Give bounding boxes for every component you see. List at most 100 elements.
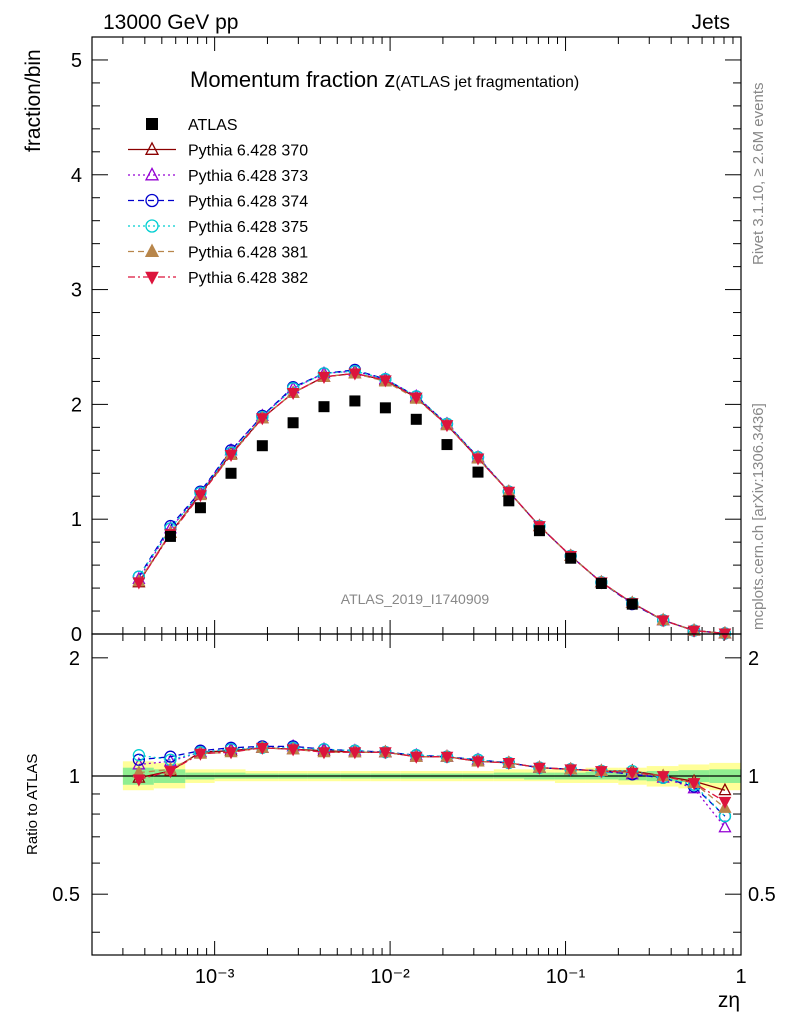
y-axis-label: fraction/bin <box>22 49 45 152</box>
ratio-plot-series <box>132 738 732 833</box>
main-plot-panel: 0 1 2 3 4 5 Momentum fraction z(ATLAS jet fra… <box>22 36 742 648</box>
data-point <box>132 577 146 590</box>
data-point <box>625 767 639 780</box>
data-point <box>132 774 146 787</box>
data-point <box>348 747 362 760</box>
data-point <box>409 751 423 764</box>
source-info-label: mcplots.cern.ch [arXiv:1306.3436] <box>750 403 767 630</box>
legend-entry: Pythia 6.428 381 <box>128 243 308 262</box>
legend-label: Pythia 6.428 375 <box>188 219 308 236</box>
x-axis-tick-labels: 10⁻³ 10⁻² 10⁻¹ 1 <box>195 966 747 988</box>
data-point <box>440 420 454 433</box>
data-point <box>409 392 423 405</box>
data-point <box>471 756 485 769</box>
data-point <box>194 502 206 514</box>
y-tick-label: 2 <box>71 394 82 416</box>
data-point <box>225 467 237 479</box>
ratio-y-tick-label: 0.5 <box>52 884 80 906</box>
main-plot-series <box>132 363 732 641</box>
energy-label: 13000 GeV pp <box>103 11 238 34</box>
data-point <box>194 490 207 503</box>
legend-marker <box>145 271 159 285</box>
data-point <box>687 778 701 791</box>
legend-label: Pythia 6.428 373 <box>188 168 308 185</box>
data-point <box>533 762 546 775</box>
series-line <box>138 745 726 828</box>
data-point <box>379 747 392 760</box>
plot-title-main: Momentum fraction z <box>190 67 395 92</box>
legend-marker <box>145 219 159 233</box>
data-point <box>256 440 268 452</box>
data-point <box>224 747 238 760</box>
rivet-info-label: Rivet 3.1.10, ≥ 2.6M events <box>750 83 767 266</box>
category-label: Jets <box>691 11 730 34</box>
data-point <box>502 486 516 499</box>
data-point <box>286 388 300 401</box>
x-tick-label: 10⁻¹ <box>546 966 586 988</box>
analysis-id-label: ATLAS_2019_I1740909 <box>341 591 490 607</box>
x-tick-label: 1 <box>735 966 746 988</box>
legend-entry: Pythia 6.428 370 <box>128 141 308 160</box>
data-point <box>472 466 484 478</box>
series-atlas <box>164 395 638 610</box>
legend: ATLAS Pythia 6.428 370 Pythia 6.428 373 Pyt… <box>128 117 308 287</box>
legend-marker <box>145 193 159 208</box>
series-pythia-6-428-382 <box>132 742 732 809</box>
data-point <box>194 748 207 761</box>
data-point <box>503 495 515 507</box>
legend-marker <box>146 118 158 130</box>
data-point <box>656 615 670 628</box>
legend-entry: Pythia 6.428 375 <box>128 219 308 236</box>
data-point <box>224 450 238 463</box>
data-point <box>379 375 392 388</box>
legend-marker <box>144 141 160 155</box>
data-point <box>595 577 607 589</box>
data-point <box>595 766 608 779</box>
data-point <box>718 819 732 833</box>
legend-label: Pythia 6.428 381 <box>188 245 308 262</box>
data-point <box>471 453 485 466</box>
data-point <box>718 782 732 796</box>
x-tick-label: 10⁻³ <box>195 966 235 988</box>
legend-marker <box>144 167 160 181</box>
data-point <box>348 368 362 381</box>
data-point <box>410 413 422 425</box>
x-axis-label: zη <box>718 989 740 1012</box>
ratio-plot-frame <box>91 633 742 956</box>
series-line <box>138 747 726 803</box>
y-tick-label: 3 <box>71 280 82 302</box>
data-point <box>132 749 146 762</box>
legend-entry: Pythia 6.428 374 <box>128 194 308 211</box>
data-point <box>441 439 453 451</box>
ratio-plot-panel: 0.5 0.51 12 2 Ratio to ATLAS 10⁻³ 10⁻² 10⁻¹ 1 … <box>24 633 776 1012</box>
data-point <box>687 625 701 638</box>
data-point <box>626 598 638 610</box>
data-point <box>502 757 516 771</box>
ratio-y-tick-label-right: 1 <box>748 766 759 788</box>
data-point <box>656 771 670 784</box>
legend-label: ATLAS <box>188 117 238 134</box>
legend-label: Pythia 6.428 374 <box>188 194 308 211</box>
data-point <box>379 402 391 414</box>
legend-entry: ATLAS <box>146 117 238 134</box>
data-point <box>564 764 578 777</box>
series-pythia-6-428-373 <box>132 738 732 833</box>
data-point <box>317 747 331 760</box>
ratio-y-axis-label: Ratio to ATLAS <box>24 754 41 855</box>
data-point <box>349 395 361 407</box>
plot-title-sub: (ATLAS jet fragmentation) <box>395 74 579 91</box>
plot-title: Momentum fraction z(ATLAS jet fragmentat… <box>190 67 579 92</box>
data-point <box>256 742 269 755</box>
data-point <box>565 552 577 564</box>
ratio-y-tick-label: 2 <box>69 648 80 670</box>
data-point <box>256 413 269 426</box>
data-point <box>287 417 299 429</box>
y-tick-label: 1 <box>71 509 82 531</box>
x-tick-label: 10⁻² <box>370 966 410 988</box>
y-tick-label: 5 <box>71 50 82 72</box>
y-tick-label: 4 <box>71 165 82 187</box>
data-point <box>718 796 732 809</box>
ratio-y-tick-label: 1 <box>69 766 80 788</box>
data-point <box>318 401 330 413</box>
